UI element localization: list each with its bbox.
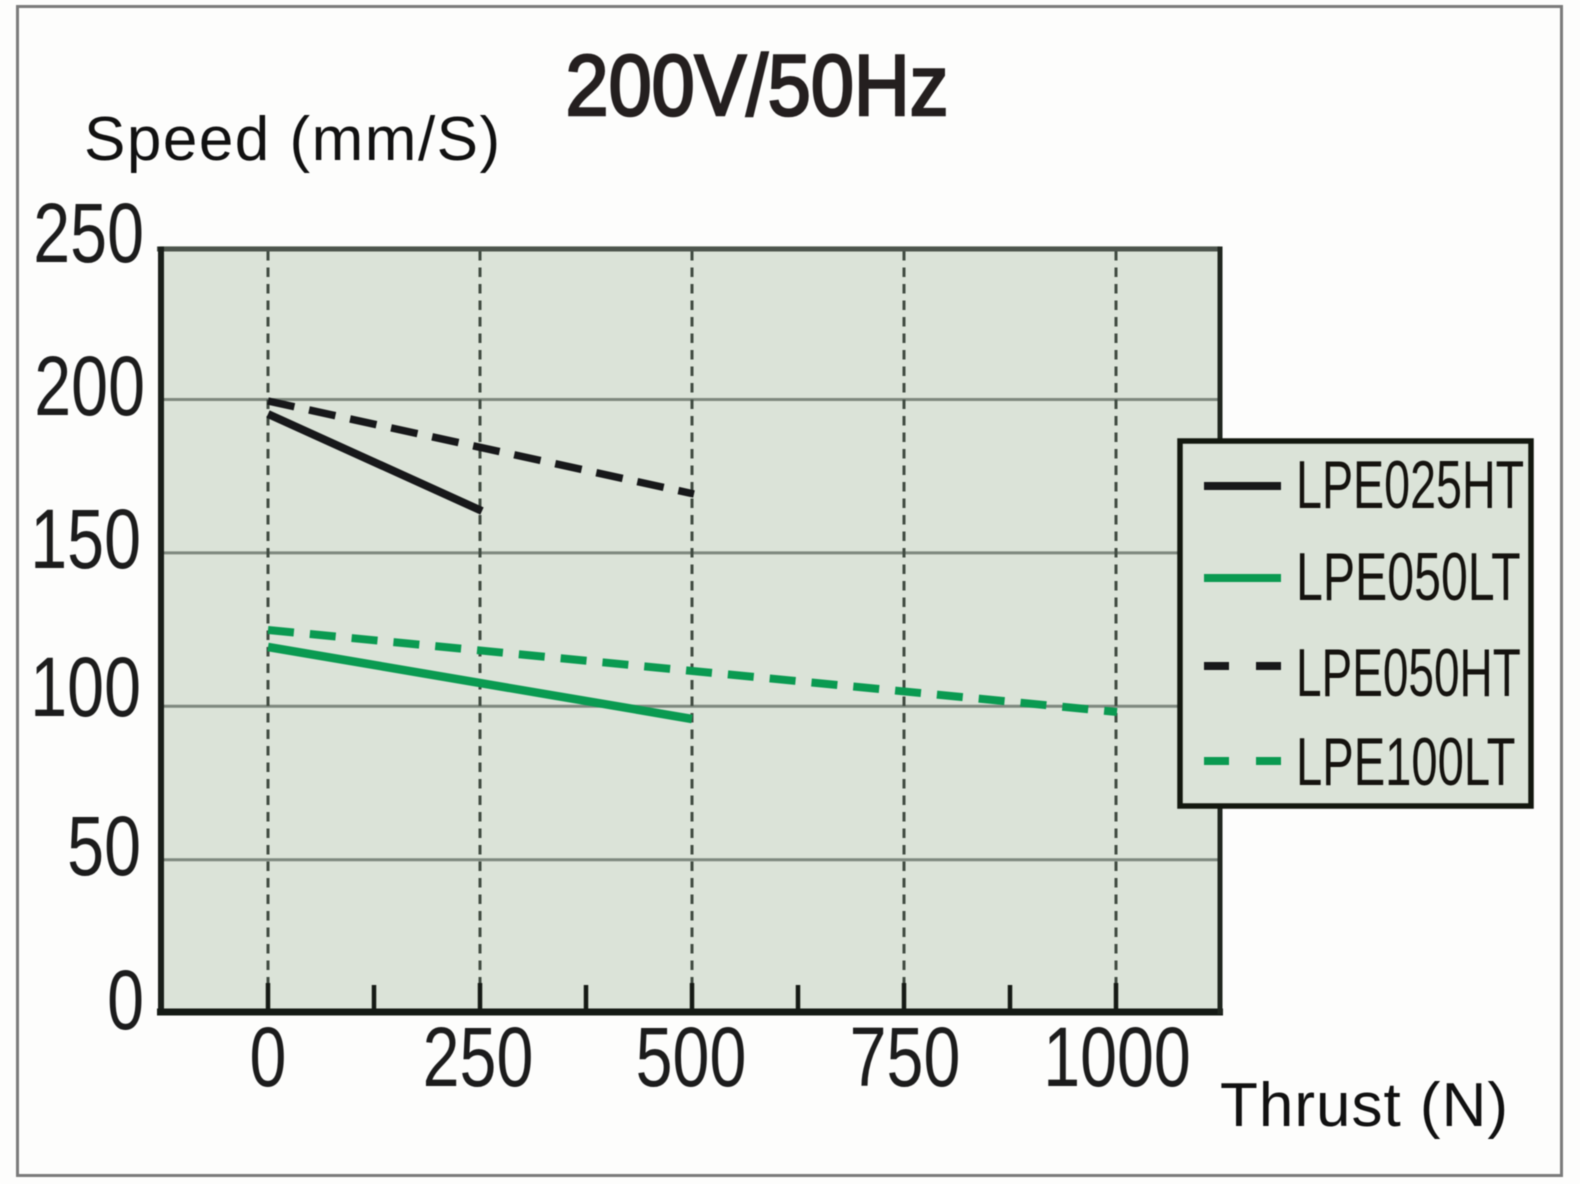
svg-text:LPE050LT: LPE050LT xyxy=(1296,540,1521,615)
svg-text:750: 750 xyxy=(850,1011,961,1105)
svg-text:LPE050HT: LPE050HT xyxy=(1296,635,1521,711)
svg-text:250: 250 xyxy=(423,1011,534,1105)
svg-text:0: 0 xyxy=(107,954,144,1048)
svg-text:0: 0 xyxy=(250,1011,287,1105)
svg-text:LPE100LT: LPE100LT xyxy=(1296,725,1515,801)
svg-text:150: 150 xyxy=(30,493,141,587)
svg-text:LPE025HT: LPE025HT xyxy=(1296,447,1524,523)
svg-text:Thrust (N): Thrust (N) xyxy=(1220,1071,1509,1140)
svg-text:100: 100 xyxy=(30,641,141,735)
svg-text:200: 200 xyxy=(34,340,145,434)
svg-text:250: 250 xyxy=(33,187,144,281)
svg-text:1000: 1000 xyxy=(1043,1011,1191,1105)
svg-text:50: 50 xyxy=(67,800,141,894)
svg-text:Speed (mm/S): Speed (mm/S) xyxy=(84,105,502,174)
svg-text:200V/50Hz: 200V/50Hz xyxy=(566,38,949,134)
svg-text:500: 500 xyxy=(636,1011,747,1105)
